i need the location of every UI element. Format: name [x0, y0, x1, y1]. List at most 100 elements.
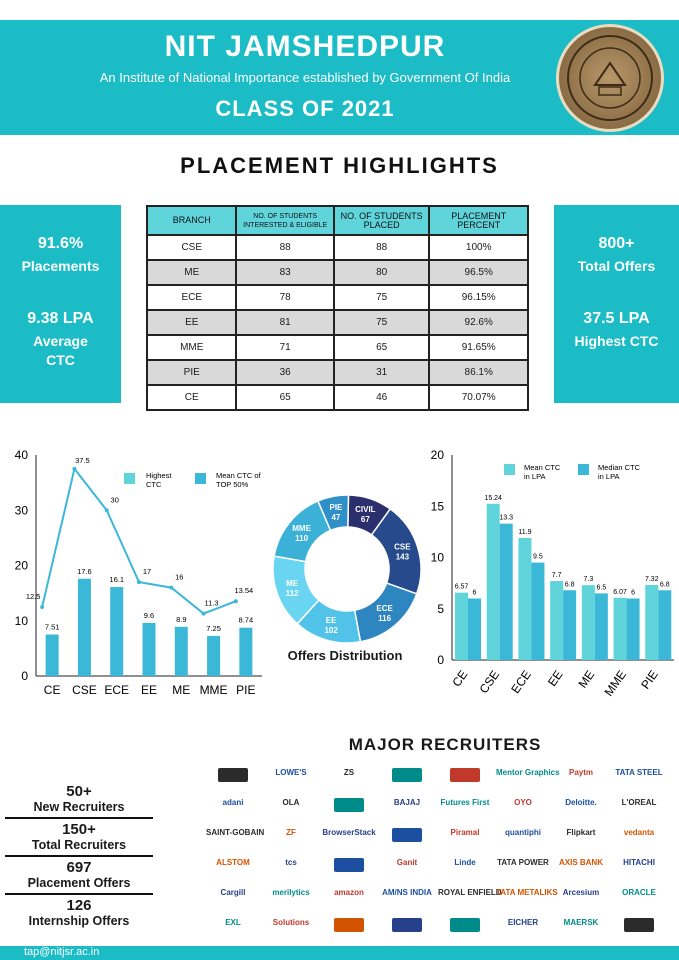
recruiter-logo: adani	[222, 798, 244, 807]
table-header-row: BRANCH NO. OF STUDENTS INTERESTED & ELIG…	[145, 205, 529, 236]
header-subtitle: An Institute of National Importance esta…	[99, 70, 511, 85]
bar-value-label: 8.74	[239, 616, 254, 625]
recruiter-logo-mark-icon	[334, 798, 364, 812]
recruiter-logo: TATA POWER	[497, 858, 549, 867]
point-value-label: 30	[111, 495, 119, 504]
recruiter-logo: merilytics	[272, 888, 310, 897]
ctc-highest-chart: Highest CTC Mean CTC of TOP 50% 0 10 20 30 4…	[15, 448, 262, 697]
bar-value-label: 7.51	[45, 623, 60, 632]
legend-mean-lpa-a: Mean CTC	[524, 463, 561, 472]
cell: 75	[332, 284, 431, 311]
y-tick-label: 40	[15, 448, 29, 462]
cell: 70.07%	[428, 384, 529, 411]
avg-ctc-value: 9.38 LPA	[27, 310, 94, 327]
recruiter-logo: OYO	[514, 798, 532, 807]
table-row: PIE 36 31 86.1%	[145, 359, 529, 386]
x-tick-label: MME	[602, 668, 630, 699]
table-row: EE 81 75 92.6%	[145, 309, 529, 336]
bar-value-label: 6.8	[660, 581, 670, 588]
bar-mean-ctc-lpa	[613, 597, 627, 660]
recruiter-logo-mark-icon	[334, 858, 364, 872]
placement-table: BRANCH NO. OF STUDENTS INTERESTED & ELIG…	[145, 205, 529, 411]
table-row: MME 71 65 91.65%	[145, 334, 529, 361]
placements-label: Placements	[21, 258, 100, 274]
legend-highest-b: CTC	[146, 480, 162, 489]
recruiters-title: MAJOR RECRUITERS	[348, 735, 542, 754]
cell: 78	[235, 284, 335, 311]
recruiter-logo: TATA METALIKS	[496, 888, 558, 897]
recruiter-logo: Mentor Graphics	[496, 768, 560, 777]
cell: 31	[332, 359, 431, 386]
cell: 65	[235, 384, 335, 411]
x-tick-label: EE	[141, 683, 157, 697]
cell: 71	[235, 334, 335, 361]
placement-offers-label: Placement Offers	[27, 876, 131, 890]
cell: 75	[332, 309, 431, 336]
donut-slice-label: PIE	[329, 503, 343, 512]
bar-value-label: 8.9	[176, 615, 186, 624]
cell: 36	[235, 359, 335, 386]
col-placed: NO. OF STUDENTS PLACED	[332, 205, 431, 236]
recruiter-logo	[380, 828, 434, 842]
recruiter-logo: Linde	[454, 858, 476, 867]
divider	[5, 855, 153, 857]
internship-offers-value: 126	[66, 897, 92, 914]
placement-offers-value: 697	[66, 859, 92, 876]
recruiter-logo: Piramal	[450, 828, 480, 837]
recruiter-logo: ORACLE	[622, 888, 656, 897]
recruiter-logo: Ganit	[396, 858, 418, 867]
x-tick-label: PIE	[236, 683, 255, 697]
bar-mean-ctc	[45, 634, 59, 676]
col-percent: PLACEMENT PERCENT	[428, 205, 529, 236]
donut-caption: Offers Distribution	[287, 648, 403, 663]
bar-mean-ctc-lpa	[486, 503, 500, 660]
bar-value-label: 13.3	[499, 515, 513, 522]
recruiter-logo: ROYAL ENFIELD	[438, 888, 502, 897]
new-recruiters-value: 50+	[66, 783, 92, 800]
recruiter-logo: MAERSK	[563, 918, 599, 927]
bar-value-label: 7.25	[206, 624, 221, 633]
cell: EE	[145, 309, 238, 336]
point-highest-ctc	[40, 604, 45, 609]
table-row: CE 65 46 70.07%	[145, 384, 529, 411]
recruiter-logo: vedanta	[623, 828, 655, 837]
y-tick-label: 20	[15, 559, 29, 573]
point-value-label: 17	[143, 567, 151, 576]
footer-email[interactable]: tap@nitjsr.ac.in	[24, 946, 100, 958]
x-tick-label: CE	[449, 668, 470, 690]
y-tick-label: 0	[21, 669, 28, 683]
donut-slice-label: ECE	[376, 604, 393, 613]
recruiter-logo: L'OREAL	[621, 798, 657, 807]
legend-mean-lpa-b: in LPA	[524, 472, 546, 481]
recruiter-logo: Flipkart	[566, 828, 596, 837]
bar-median-ctc-lpa	[499, 523, 513, 660]
recruiter-logo-mark-icon	[392, 828, 422, 842]
legend-swatch-mean	[195, 473, 206, 484]
bar-mean-ctc-lpa	[581, 585, 595, 660]
recruiter-logo: Futures First	[440, 798, 490, 807]
cell: 96.15%	[428, 284, 529, 311]
recruiter-logo	[438, 768, 492, 782]
legend-highest-a: Highest	[146, 471, 172, 480]
donut-slice-value: 102	[324, 626, 338, 635]
recruiter-logo: EICHER	[507, 918, 539, 927]
bar-mean-ctc-lpa	[518, 538, 532, 660]
cell: CSE	[145, 234, 238, 261]
legend-swatch-highest	[124, 473, 135, 484]
donut-slice-value: 143	[396, 553, 410, 562]
bar-value-label: 15.24	[484, 495, 502, 502]
recruiter-logo: BAJAJ	[393, 798, 421, 807]
legend-mean-a: Mean CTC of	[216, 471, 262, 480]
bar-mean-ctc-lpa	[455, 592, 468, 660]
recruiter-logo: Deloitte.	[565, 798, 597, 807]
mean-median-ctc-chart: Mean CTC in LPA Median CTC in LPA 0 5 10 15…	[431, 448, 674, 699]
recruiter-logo: AXIS BANK	[558, 858, 603, 867]
bar-median-ctc-lpa	[531, 562, 545, 660]
bar-value-label: 9.5	[533, 554, 543, 561]
cell: 88	[332, 234, 431, 261]
divider	[5, 817, 153, 819]
donut-slice-label: EE	[326, 616, 337, 625]
recruiter-logo	[206, 768, 260, 782]
highest-ctc-value: 37.5 LPA	[583, 310, 650, 327]
